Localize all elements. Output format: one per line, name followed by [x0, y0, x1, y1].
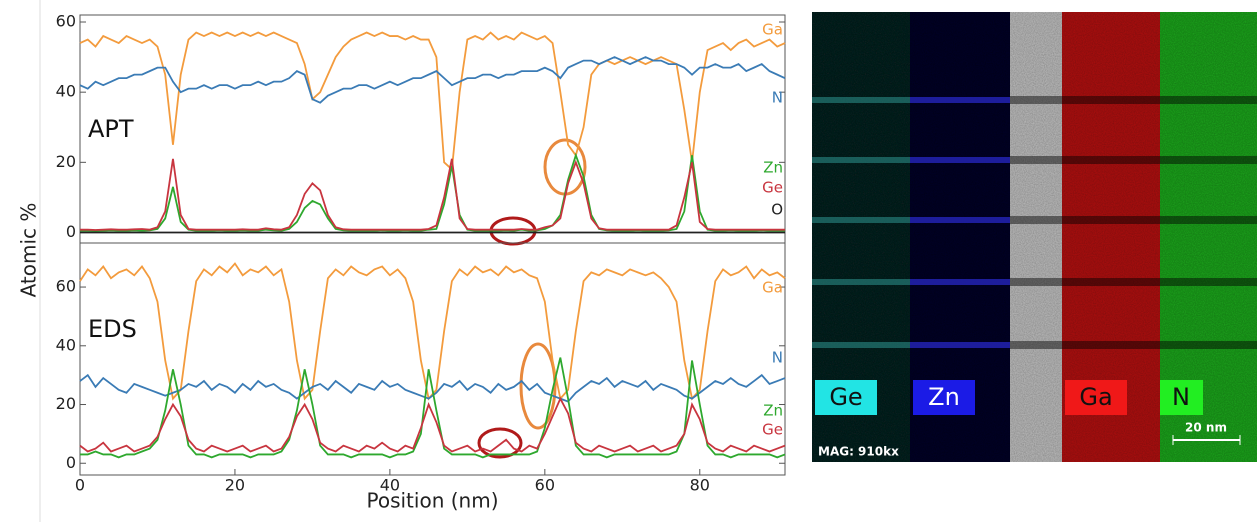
- y-tick-label: 40: [56, 335, 76, 354]
- series-line: [80, 158, 785, 231]
- map-label: Ge: [829, 383, 862, 411]
- series-line: [80, 357, 786, 459]
- series-line: [79, 31, 786, 172]
- series-line: [79, 262, 786, 401]
- x-tick-label: 20: [225, 476, 245, 495]
- series-line: [80, 152, 785, 232]
- series-line: [79, 396, 786, 453]
- series-line: [79, 56, 786, 104]
- tem-image: [1010, 12, 1062, 462]
- y-tick-label: 20: [56, 394, 76, 413]
- series-label: Zn: [763, 159, 783, 177]
- x-tick-label: 0: [75, 476, 85, 495]
- panel-label: EDS: [88, 315, 137, 343]
- y-tick-label: 60: [56, 277, 76, 296]
- y-tick-label: 0: [66, 222, 76, 241]
- x-axis-label: Position (nm): [367, 489, 499, 513]
- magnification: MAG: 910kx: [818, 445, 899, 459]
- panel-label: APT: [88, 115, 134, 143]
- y-tick-label: 0: [66, 453, 76, 472]
- series-label: Ga: [762, 21, 783, 39]
- label-box: [815, 380, 877, 415]
- series-label: O: [771, 201, 783, 219]
- y-tick-label: 40: [56, 82, 76, 101]
- y-tick-label: 60: [56, 12, 76, 31]
- label-box: [1065, 380, 1127, 415]
- series-label: Ge: [762, 421, 783, 439]
- highlight: [543, 138, 587, 196]
- series-label: Ge: [762, 179, 783, 197]
- series-label: Zn: [763, 402, 783, 420]
- map-label: Zn: [928, 383, 960, 411]
- highlight: [477, 427, 523, 459]
- label-box: [1160, 380, 1203, 415]
- label-box: [913, 380, 975, 415]
- image-panel: Ge Zn Ga N MAG: 910kx 20 nm: [812, 12, 1257, 462]
- highlight: [519, 342, 557, 430]
- map-label: N: [1172, 383, 1190, 411]
- x-tick-label: 60: [535, 476, 555, 495]
- y-tick-label: 20: [56, 152, 76, 171]
- series-label: N: [772, 89, 783, 107]
- stripes: [812, 96, 1257, 349]
- map-label: Ga: [1079, 383, 1112, 411]
- series-label: N: [772, 349, 783, 367]
- plot-frame: [79, 242, 786, 476]
- scale-label: 20 nm: [1185, 421, 1227, 435]
- series-line: [79, 373, 786, 403]
- y-axis-label: Atomic %: [17, 203, 41, 298]
- series-label: Ga: [762, 279, 783, 297]
- x-tick-label: 80: [690, 476, 710, 495]
- x-tick-label: 40: [380, 476, 400, 495]
